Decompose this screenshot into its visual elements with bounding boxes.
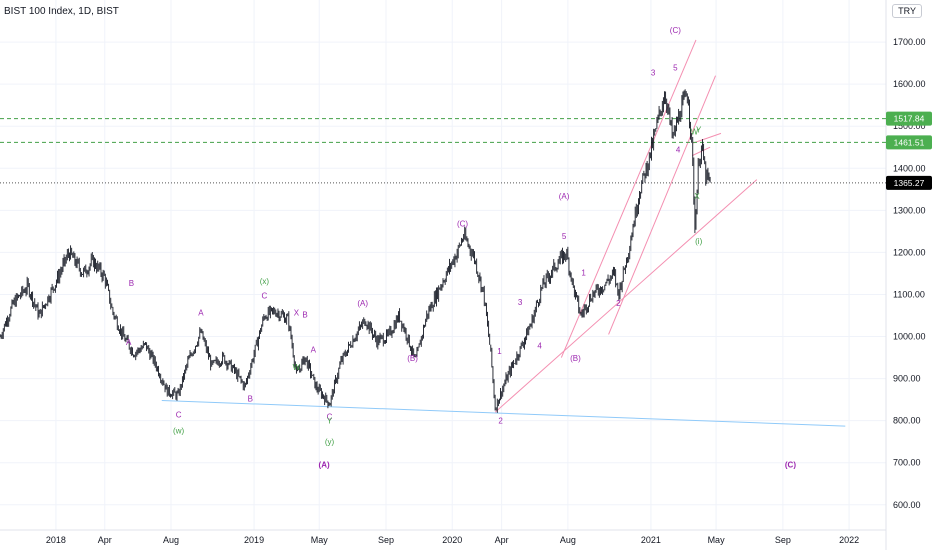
wave-label: X xyxy=(694,192,700,201)
time-tick-label: Aug xyxy=(560,535,576,545)
wave-label: (w) xyxy=(173,426,184,435)
channel-trendline xyxy=(494,179,758,413)
price-tag-bg xyxy=(886,175,932,190)
channel-trendline xyxy=(693,132,722,144)
price-tag-bg xyxy=(886,111,932,126)
wave-label: C xyxy=(327,412,333,421)
wave-label: (i) xyxy=(695,237,702,246)
price-tag: 1461.51 xyxy=(886,135,932,150)
wave-label: (x) xyxy=(260,277,270,286)
wave-label: C xyxy=(176,410,182,419)
price-tag-label: 1517.84 xyxy=(894,114,925,124)
wave-label: Y xyxy=(327,417,333,426)
price-tick-label: 700.00 xyxy=(893,458,921,468)
price-tick-label: 1200.00 xyxy=(893,247,926,257)
wave-label: 4 xyxy=(537,341,542,350)
wave-label: W xyxy=(293,363,301,372)
chart-grid xyxy=(0,0,886,530)
price-tick-label: 1700.00 xyxy=(893,37,926,47)
price-tag: 1517.84 xyxy=(886,111,932,126)
wave-label: (A) xyxy=(319,461,330,470)
time-tick-label: Aug xyxy=(163,535,179,545)
price-tick-label: 1300.00 xyxy=(893,205,926,215)
wave-label: (A) xyxy=(559,192,570,201)
wave-label: (y) xyxy=(325,438,335,447)
price-tick-label: 1100.00 xyxy=(893,289,925,299)
price-tick-label: 1600.00 xyxy=(893,79,926,89)
channel-trendline xyxy=(608,75,716,335)
price-tag-label: 1365.27 xyxy=(894,178,925,188)
time-tick-label: 2020 xyxy=(442,535,462,545)
time-tick-label: 2018 xyxy=(46,535,66,545)
price-tick-label: 1400.00 xyxy=(893,163,926,173)
time-tick-label: 2019 xyxy=(244,535,264,545)
price-tick-label: 800.00 xyxy=(893,416,921,426)
price-tag-bg xyxy=(886,135,932,150)
time-tick-label: May xyxy=(311,535,329,545)
wave-label: 2 xyxy=(498,417,503,426)
price-tick-label: 1000.00 xyxy=(893,332,926,342)
time-tick-label: Sep xyxy=(775,535,791,545)
wave-label: (B) xyxy=(407,354,418,363)
wave-label: A xyxy=(198,308,204,317)
price-tags: 1517.84 1461.51 1365.27 xyxy=(886,111,932,190)
price-axis: 600.00 700.00 800.00 900.00 1000.00 1100.00 12… xyxy=(893,37,926,510)
time-tick-label: Apr xyxy=(98,535,112,545)
wave-label: 5 xyxy=(562,232,567,241)
wave-label: (C) xyxy=(670,26,681,35)
wave-label: 3 xyxy=(651,69,656,78)
time-tick-label: Sep xyxy=(378,535,394,545)
time-tick-label: 2022 xyxy=(839,535,859,545)
currency-button[interactable]: TRY xyxy=(892,4,922,18)
price-tick-label: 900.00 xyxy=(893,374,921,384)
wave-label: X xyxy=(294,308,300,317)
wave-label: W xyxy=(691,128,699,137)
price-tag-label: 1461.51 xyxy=(894,137,925,147)
trendlines xyxy=(161,39,846,427)
price-tick-label: 1500.00 xyxy=(893,121,926,131)
wave-labels: ABC(w)ABC(x)X BAWCY(y)(A)(A)(B)(C)12345(A… xyxy=(126,26,796,470)
wave-label: 3 xyxy=(518,298,523,307)
chart-title: BIST 100 Index, 1D, BIST xyxy=(4,6,119,17)
wave-label: A xyxy=(126,338,132,347)
wave-label: (C) xyxy=(457,219,468,228)
price-series xyxy=(0,89,711,413)
time-axis: 2018 Apr Aug 2019 May Sep 2020 Apr Aug 2021 May Sep… xyxy=(46,535,859,545)
wave-label: A xyxy=(311,345,317,354)
wave-label: B xyxy=(129,279,134,288)
wave-label: 1 xyxy=(581,269,586,278)
wave-label: 2 xyxy=(616,299,621,308)
support-trendline xyxy=(161,399,846,427)
time-tick-label: May xyxy=(708,535,726,545)
wave-label: Y xyxy=(696,126,702,135)
time-tick-label: 2021 xyxy=(641,535,661,545)
wave-label: (C) xyxy=(785,461,796,470)
price-tag: 1365.27 xyxy=(886,175,932,190)
wave-label: 5 xyxy=(673,64,678,73)
wave-label: 1 xyxy=(497,347,502,356)
wave-label: B xyxy=(248,395,253,404)
wave-label: (B) xyxy=(570,354,581,363)
wave-label: B xyxy=(302,311,307,320)
price-tick-label: 600.00 xyxy=(893,500,921,510)
wave-label: C xyxy=(261,292,267,301)
wave-label: (A) xyxy=(357,299,368,308)
time-tick-label: Apr xyxy=(495,535,509,545)
wave-label: 4 xyxy=(676,146,681,155)
horizontal-levels xyxy=(0,118,886,184)
